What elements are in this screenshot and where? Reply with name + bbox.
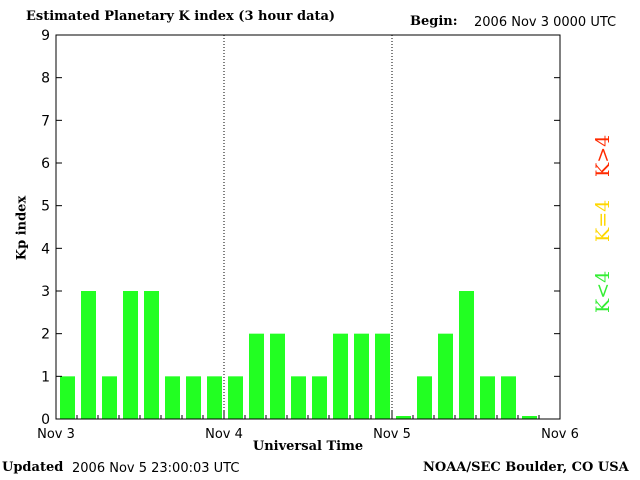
x-axis-label: Universal Time: [252, 439, 364, 454]
y-tick-label: 4: [41, 241, 50, 257]
kp-bar: [501, 376, 516, 419]
y-tick-label: 2: [41, 327, 50, 343]
kp-bar: [438, 333, 453, 419]
footer-source: NOAA/SEC Boulder, CO USA: [423, 460, 629, 475]
x-tick-label: Nov 6: [541, 427, 579, 442]
y-tick-label: 6: [41, 156, 50, 172]
kp-bar: [417, 376, 432, 419]
kp-bar: [459, 291, 474, 419]
kp-bar: [249, 333, 264, 419]
updated-value: 2006 Nov 5 23:00:03 UTC: [72, 461, 240, 476]
y-tick-label: 5: [41, 199, 50, 215]
x-tick-label: Nov 4: [205, 427, 243, 442]
x-tick-label: Nov 3: [37, 427, 75, 442]
kp-bar: [165, 376, 180, 419]
y-axis-label: Kp index: [14, 195, 30, 261]
kp-bar: [102, 376, 117, 419]
y-tick-label: 1: [41, 369, 50, 385]
legend-k-lt-4: K<4: [592, 270, 614, 313]
y-tick-label: 3: [41, 284, 50, 300]
kp-bar: [81, 291, 96, 419]
kp-bar: [291, 376, 306, 419]
kp-bar: [144, 291, 159, 419]
kp-bar: [522, 416, 537, 419]
begin-value: 2006 Nov 3 0000 UTC: [474, 15, 617, 30]
y-tick-label: 7: [41, 113, 50, 129]
kp-bar: [480, 376, 495, 419]
y-tick-label: 8: [41, 71, 50, 87]
legend-k-eq-4: K=4: [592, 199, 614, 242]
kp-bar: [228, 376, 243, 419]
y-tick-label: 9: [41, 28, 50, 44]
kp-bar: [312, 376, 327, 419]
legend-k-gt-4: K>4: [592, 134, 614, 177]
kp-bar: [375, 333, 390, 419]
kp-bar: [396, 416, 411, 419]
kp-bar: [207, 376, 222, 419]
chart-title: Estimated Planetary K index (3 hour data…: [26, 9, 336, 24]
kp-bar: [354, 333, 369, 419]
x-tick-label: Nov 5: [373, 427, 411, 442]
kp-bar: [333, 333, 348, 419]
y-tick-label: 0: [41, 412, 50, 428]
begin-label: Begin:: [410, 14, 458, 29]
kp-bar: [60, 376, 75, 419]
kp-bar: [270, 333, 285, 419]
kp-bar: [186, 376, 201, 419]
updated-label: Updated: [2, 460, 64, 475]
kp-bar: [123, 291, 138, 419]
